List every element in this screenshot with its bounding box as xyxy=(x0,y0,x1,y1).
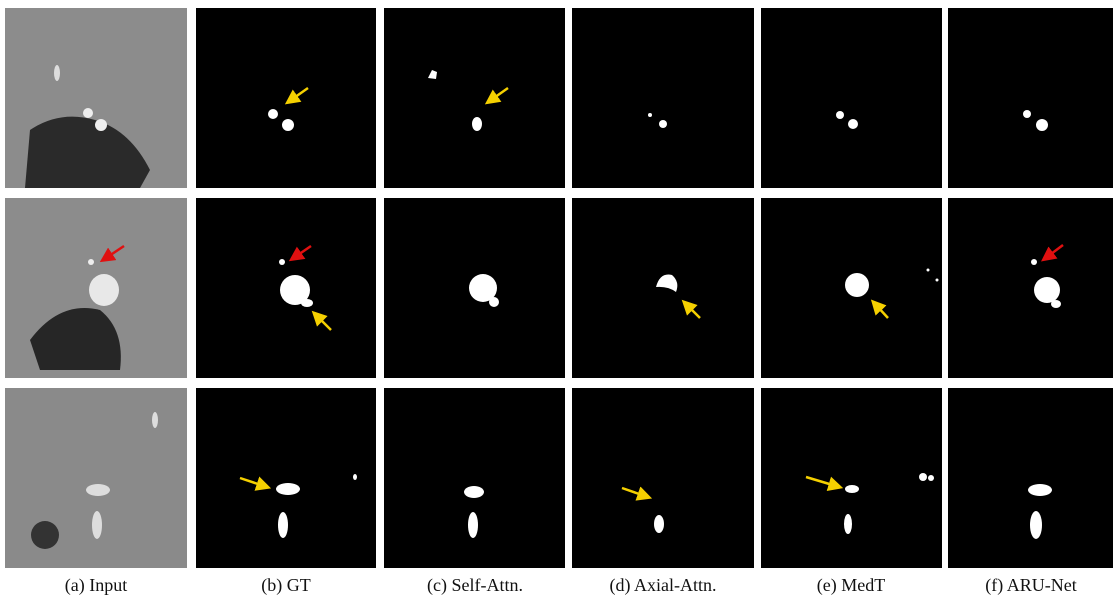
caption: (b) GT xyxy=(261,575,310,596)
figure: (a) Input (b) GT (c) Self-Attn. (d) Axia… xyxy=(0,0,1118,606)
caption: (e) MedT xyxy=(817,575,885,596)
caption: (a) Input xyxy=(65,575,127,596)
output-masks xyxy=(196,8,1113,568)
page: (a) Input (b) GT (c) Self-Attn. (d) Axia… xyxy=(0,0,1118,606)
caption: (c) Self-Attn. xyxy=(427,575,523,596)
input-images xyxy=(5,8,187,568)
caption: (f) ARU-Net xyxy=(985,575,1076,596)
caption: (d) Axial-Attn. xyxy=(610,575,717,596)
